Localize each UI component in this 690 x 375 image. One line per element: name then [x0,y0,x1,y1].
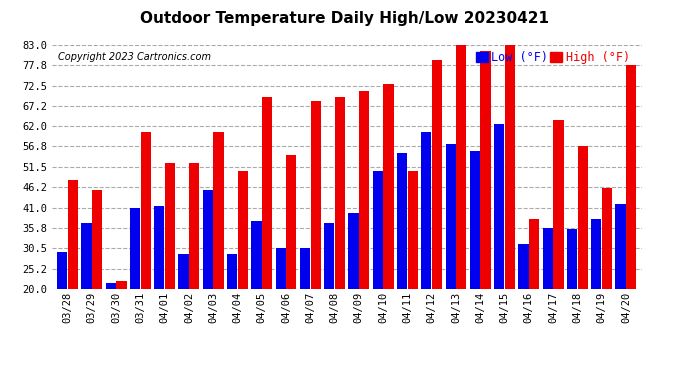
Bar [480,51,491,289]
Bar [117,281,126,289]
Bar [57,252,68,289]
Text: Copyright 2023 Cartronics.com: Copyright 2023 Cartronics.com [58,53,210,62]
Bar [553,120,564,289]
Bar [626,65,636,289]
Bar [529,219,540,289]
Bar [615,204,626,289]
Bar [505,45,515,289]
Bar [189,163,199,289]
Bar [456,45,466,289]
Bar [324,223,335,289]
Bar [408,171,418,289]
Bar [275,248,286,289]
Bar [567,229,577,289]
Bar [141,132,151,289]
Bar [335,97,345,289]
Bar [203,190,213,289]
Bar [251,221,262,289]
Bar [81,223,92,289]
Bar [130,207,140,289]
Bar [359,92,369,289]
Bar [432,60,442,289]
Bar [262,97,272,289]
Legend: Low (°F), High (°F): Low (°F), High (°F) [475,51,630,64]
Bar [179,254,188,289]
Bar [578,146,588,289]
Bar [494,124,504,289]
Bar [422,132,431,289]
Bar [397,153,407,289]
Bar [542,228,553,289]
Bar [384,84,393,289]
Bar [518,244,529,289]
Bar [300,248,310,289]
Bar [602,188,612,289]
Bar [106,283,116,289]
Bar [373,171,383,289]
Bar [227,254,237,289]
Bar [470,152,480,289]
Bar [591,219,602,289]
Bar [238,171,248,289]
Bar [310,101,321,289]
Bar [165,163,175,289]
Bar [213,132,224,289]
Bar [348,213,359,289]
Bar [446,144,455,289]
Text: Outdoor Temperature Daily High/Low 20230421: Outdoor Temperature Daily High/Low 20230… [141,11,549,26]
Bar [286,155,297,289]
Bar [68,180,78,289]
Bar [92,190,102,289]
Bar [154,206,164,289]
